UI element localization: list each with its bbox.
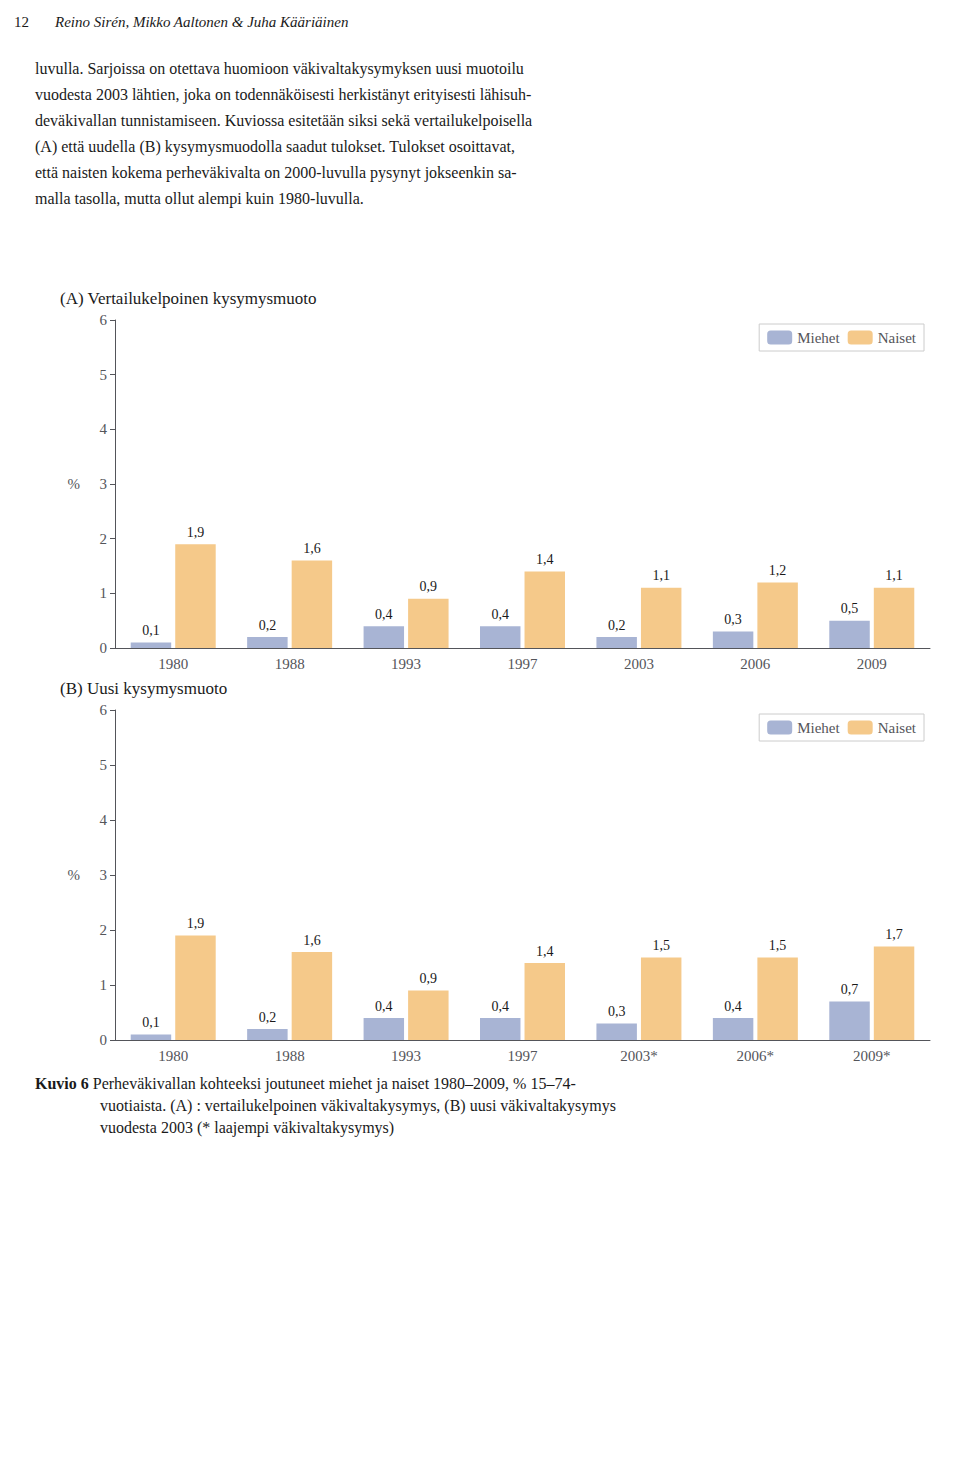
svg-text:1,1: 1,1 (885, 568, 903, 583)
svg-text:0,3: 0,3 (608, 1004, 626, 1019)
svg-text:1: 1 (100, 585, 108, 601)
svg-text:1: 1 (100, 977, 108, 993)
svg-text:5: 5 (100, 757, 108, 773)
svg-text:1,9: 1,9 (187, 525, 205, 540)
svg-text:0,5: 0,5 (841, 601, 859, 616)
svg-text:1988: 1988 (275, 1048, 305, 1064)
svg-text:%: % (68, 867, 81, 883)
svg-text:(B) Uusi kysymysmuoto: (B) Uusi kysymysmuoto (60, 679, 227, 698)
svg-text:1,4: 1,4 (536, 552, 554, 567)
svg-text:0: 0 (100, 640, 108, 656)
svg-text:1,9: 1,9 (187, 916, 205, 931)
svg-text:1,7: 1,7 (885, 927, 903, 942)
svg-text:0,4: 0,4 (491, 607, 509, 622)
svg-text:1980: 1980 (158, 1048, 188, 1064)
svg-text:0,4: 0,4 (491, 999, 509, 1014)
svg-text:Perheväkivallan kohteeksi jout: Perheväkivallan kohteeksi joutuneet mieh… (93, 1075, 576, 1093)
svg-text:12: 12 (14, 14, 29, 30)
svg-text:4: 4 (100, 421, 108, 437)
svg-text:että naisten kokema perheväkiv: että naisten kokema perheväkivalta on 20… (35, 164, 517, 182)
svg-text:1,4: 1,4 (536, 944, 554, 959)
svg-text:1,6: 1,6 (303, 933, 321, 948)
svg-text:0,7: 0,7 (841, 982, 859, 997)
svg-text:1993: 1993 (391, 1048, 421, 1064)
svg-text:0,4: 0,4 (375, 607, 393, 622)
svg-text:1980: 1980 (158, 656, 188, 672)
svg-text:5: 5 (100, 367, 108, 383)
svg-text:(A) että uudella (B) kysymysmu: (A) että uudella (B) kysymysmuodolla saa… (35, 138, 515, 156)
svg-text:luvulla. Sarjoissa on otettava: luvulla. Sarjoissa on otettava huomioon … (35, 60, 524, 78)
svg-text:0,2: 0,2 (259, 1010, 277, 1025)
svg-text:1997: 1997 (508, 656, 539, 672)
svg-text:1997: 1997 (508, 1048, 539, 1064)
svg-text:Miehet: Miehet (797, 720, 840, 736)
svg-text:6: 6 (100, 702, 108, 718)
svg-text:0,9: 0,9 (420, 579, 438, 594)
svg-text:2009*: 2009* (853, 1048, 891, 1064)
svg-text:0,1: 0,1 (142, 623, 160, 638)
svg-text:(A) Vertailukelpoinen kysymysm: (A) Vertailukelpoinen kysymysmuoto (60, 289, 317, 308)
svg-text:0,1: 0,1 (142, 1015, 160, 1030)
svg-text:2: 2 (100, 531, 108, 547)
svg-text:1988: 1988 (275, 656, 305, 672)
svg-text:1,2: 1,2 (769, 563, 787, 578)
svg-text:Miehet: Miehet (797, 330, 840, 346)
svg-text:2006*: 2006* (737, 1048, 775, 1064)
svg-text:1,5: 1,5 (769, 938, 787, 953)
svg-text:6: 6 (100, 312, 108, 328)
svg-text:0,3: 0,3 (724, 612, 742, 627)
svg-text:2: 2 (100, 922, 108, 938)
svg-text:0: 0 (100, 1032, 108, 1048)
svg-text:0,4: 0,4 (724, 999, 742, 1014)
svg-text:1,5: 1,5 (652, 938, 670, 953)
svg-text:4: 4 (100, 812, 108, 828)
svg-text:1993: 1993 (391, 656, 421, 672)
svg-text:1,1: 1,1 (652, 568, 670, 583)
svg-text:3: 3 (100, 476, 108, 492)
svg-text:0,4: 0,4 (375, 999, 393, 1014)
svg-text:%: % (68, 476, 81, 492)
svg-text:2003: 2003 (624, 656, 654, 672)
svg-text:deväkivallan tunnistamiseen. K: deväkivallan tunnistamiseen. Kuviossa es… (35, 112, 532, 130)
svg-text:1,6: 1,6 (303, 541, 321, 556)
svg-text:3: 3 (100, 867, 108, 883)
svg-text:0,2: 0,2 (259, 618, 277, 633)
svg-text:malla tasolla, mutta ollut ale: malla tasolla, mutta ollut alempi kuin 1… (35, 190, 364, 208)
svg-text:vuodesta 2003 lähtien, joka on: vuodesta 2003 lähtien, joka on todennäkö… (35, 86, 531, 104)
svg-text:2009: 2009 (857, 656, 887, 672)
svg-text:0,2: 0,2 (608, 618, 626, 633)
svg-text:Naiset: Naiset (878, 330, 917, 346)
svg-text:Naiset: Naiset (878, 720, 917, 736)
svg-text:vuodesta 2003 (* laajempi väki: vuodesta 2003 (* laajempi väkivaltakysym… (100, 1119, 394, 1137)
svg-text:0,9: 0,9 (420, 971, 438, 986)
svg-text:vuotiaista. (A) : vertailukelp: vuotiaista. (A) : vertailukelpoinen väki… (100, 1097, 616, 1115)
svg-text:2006: 2006 (740, 656, 771, 672)
svg-text:Reino Sirén, Mikko Aaltonen &: Reino Sirén, Mikko Aaltonen & Juha Kääri… (54, 14, 348, 30)
svg-text:Kuvio 6: Kuvio 6 (35, 1075, 89, 1092)
svg-text:2003*: 2003* (620, 1048, 658, 1064)
